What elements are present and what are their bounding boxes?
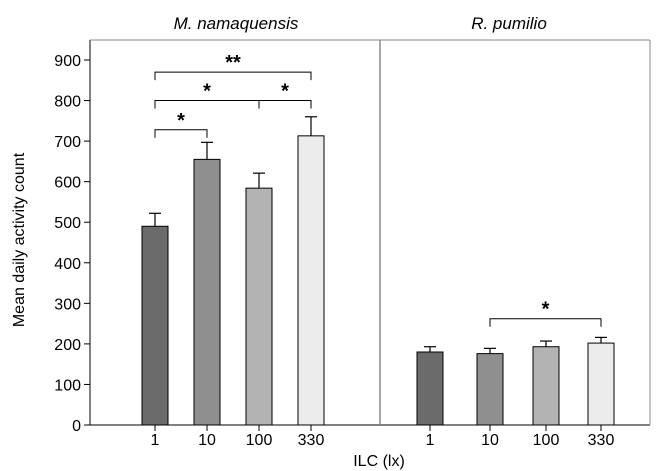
panel-titles: M. namaquensis R. pumilio xyxy=(174,14,547,33)
y-tick-label: 700 xyxy=(54,134,81,151)
x-axis-ticks: 1 10 100 330 1 10 100 330 xyxy=(151,425,615,449)
bar xyxy=(245,187,273,426)
significance-bracket xyxy=(489,318,602,327)
plot-frame xyxy=(89,39,651,426)
y-tick-label: 400 xyxy=(54,256,81,273)
y-tick-label: 300 xyxy=(54,296,81,313)
significance-label: * xyxy=(542,299,550,321)
significance-label: * xyxy=(281,81,289,103)
bars xyxy=(141,116,615,426)
x-tick-label: 10 xyxy=(481,432,499,449)
x-tick-label: 100 xyxy=(246,432,273,449)
y-tick-label: 500 xyxy=(54,215,81,232)
x-tick-label: 330 xyxy=(588,432,615,449)
x-axis-title: ILC (lx) xyxy=(353,453,405,470)
y-tick-label: 200 xyxy=(54,337,81,354)
bar xyxy=(416,351,444,426)
x-tick-label: 330 xyxy=(298,432,325,449)
y-axis-title: Mean daily activity count xyxy=(11,152,28,327)
bar xyxy=(141,225,169,426)
x-tick-label: 100 xyxy=(533,432,560,449)
bar xyxy=(476,353,504,426)
x-tick-label: 1 xyxy=(151,432,160,449)
y-axis-ticks: 0 100 200 300 400 500 600 700 800 900 xyxy=(54,53,90,435)
significance-bracket xyxy=(154,71,312,81)
x-tick-label: 1 xyxy=(426,432,435,449)
y-tick-label: 0 xyxy=(72,418,81,435)
significance-label: ** xyxy=(225,52,241,74)
y-tick-label: 900 xyxy=(54,53,81,70)
bar xyxy=(532,346,560,426)
panel-title-left: M. namaquensis xyxy=(174,14,299,33)
significance-bracket xyxy=(154,129,208,138)
x-tick-label: 10 xyxy=(198,432,216,449)
significance-bracket xyxy=(258,100,312,109)
bar xyxy=(587,342,615,426)
panel-title-right: R. pumilio xyxy=(471,14,547,33)
significance-label: * xyxy=(203,81,211,103)
bar xyxy=(193,158,221,426)
y-tick-label: 600 xyxy=(54,175,81,192)
y-tick-label: 100 xyxy=(54,377,81,394)
bar xyxy=(297,135,325,426)
significance-label: * xyxy=(177,110,185,132)
significance-brackets: *** *** xyxy=(154,52,602,327)
y-tick-label: 800 xyxy=(54,94,81,111)
